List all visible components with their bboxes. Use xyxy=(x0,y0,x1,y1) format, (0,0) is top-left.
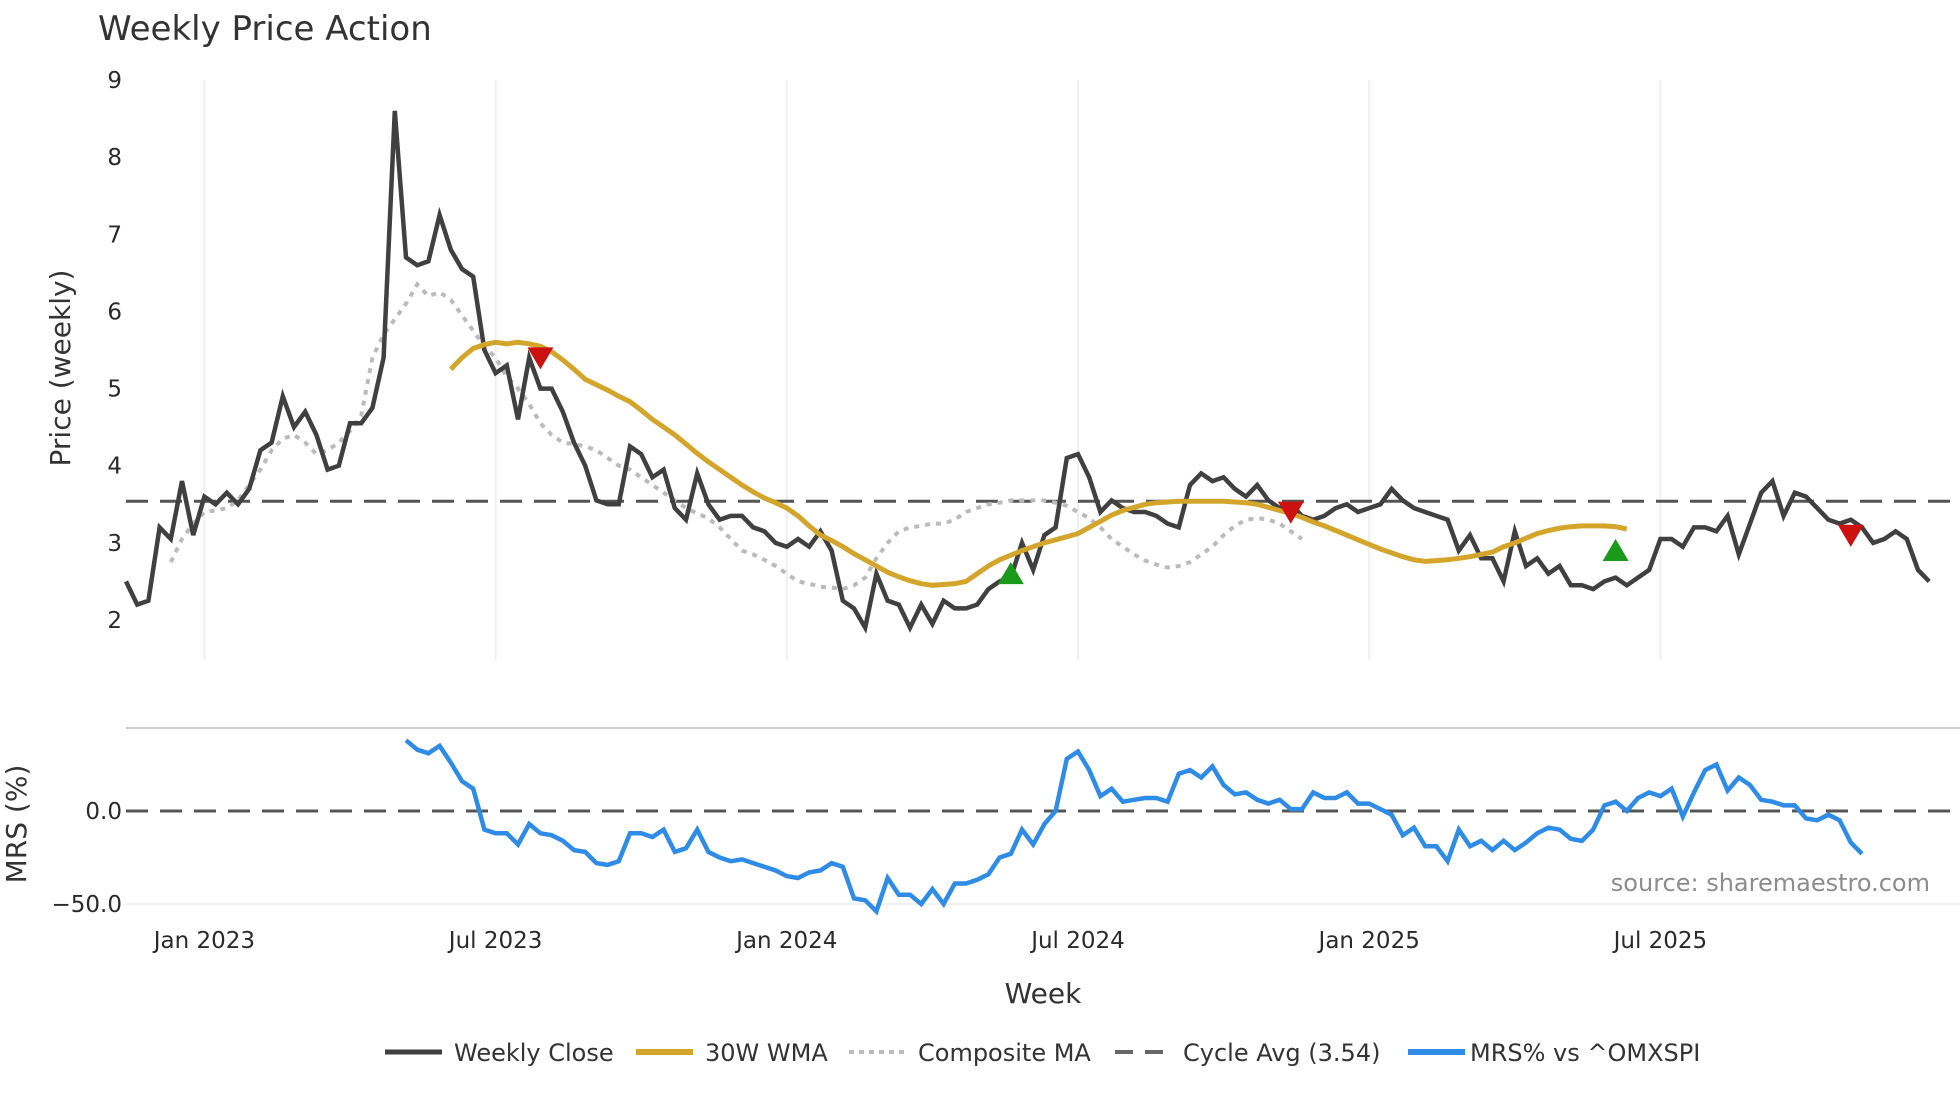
mrs-line xyxy=(404,738,1864,916)
price-tick: 4 xyxy=(107,454,122,480)
x-tick-label: Jul 2025 xyxy=(1612,928,1708,954)
x-axis-ticks: Jan 2023 Jul 2023 Jan 2024 Jul 2024 Jan 2025… xyxy=(152,928,1707,954)
mrs-y-label: MRS (%) xyxy=(0,765,33,884)
legend-label: Composite MA xyxy=(918,1039,1091,1067)
legend-label: Weekly Close xyxy=(454,1039,614,1067)
price-tick: 2 xyxy=(107,608,122,634)
price-y-label: Price (weekly) xyxy=(44,270,77,467)
signal-markers xyxy=(527,347,1864,585)
price-y-ticks: 2 3 4 5 6 7 8 9 xyxy=(107,68,122,634)
buy-signal-marker xyxy=(1602,538,1629,561)
legend-item-cycle[interactable]: Cycle Avg (3.54) xyxy=(1115,1039,1380,1067)
x-tick-label: Jan 2025 xyxy=(1317,928,1420,954)
legend-item-composite[interactable]: Composite MA xyxy=(849,1039,1091,1067)
sell-signal-marker xyxy=(527,347,554,370)
legend-item-wma[interactable]: 30W WMA xyxy=(636,1039,828,1067)
legend-item-weekly-close[interactable]: Weekly Close xyxy=(385,1039,614,1067)
wma-30w-line xyxy=(449,339,1628,588)
price-tick: 6 xyxy=(107,299,122,325)
x-axis-label: Week xyxy=(1005,977,1082,1010)
price-tick: 7 xyxy=(107,222,122,248)
mrs-tick-neg50: −50.0 xyxy=(52,892,122,918)
sell-signal-marker xyxy=(1837,524,1864,547)
price-tick: 8 xyxy=(107,145,122,171)
legend-label: 30W WMA xyxy=(705,1039,828,1067)
sell-signal-marker xyxy=(1277,501,1304,524)
weekly-close-line xyxy=(123,110,1931,634)
legend-label: Cycle Avg (3.54) xyxy=(1183,1039,1380,1067)
price-gridlines xyxy=(203,80,1662,660)
price-tick: 3 xyxy=(107,531,122,557)
chart-title: Weekly Price Action xyxy=(98,9,432,49)
legend-item-mrs[interactable]: MRS% vs ^OMXSPI xyxy=(1408,1039,1700,1067)
source-credit: source: sharemaestro.com xyxy=(1611,869,1930,897)
x-tick-label: Jul 2023 xyxy=(447,928,543,954)
legend: Weekly Close 30W WMA Composite MA Cycle … xyxy=(385,1039,1700,1067)
price-panel: 2 3 4 5 6 7 8 9 Price (weekly) xyxy=(44,68,1960,660)
composite-ma-line xyxy=(169,281,1304,592)
x-tick-label: Jan 2024 xyxy=(734,928,837,954)
price-tick: 9 xyxy=(107,68,122,94)
x-tick-label: Jan 2023 xyxy=(152,928,255,954)
x-tick-label: Jul 2024 xyxy=(1029,928,1125,954)
legend-label: MRS% vs ^OMXSPI xyxy=(1470,1039,1700,1067)
buy-signal-marker xyxy=(997,562,1024,585)
price-tick: 5 xyxy=(107,377,122,403)
mrs-tick-zero: 0.0 xyxy=(85,799,122,825)
mrs-panel: 0.0 −50.0 MRS (%) source: sharemaestro.c… xyxy=(0,727,1960,918)
